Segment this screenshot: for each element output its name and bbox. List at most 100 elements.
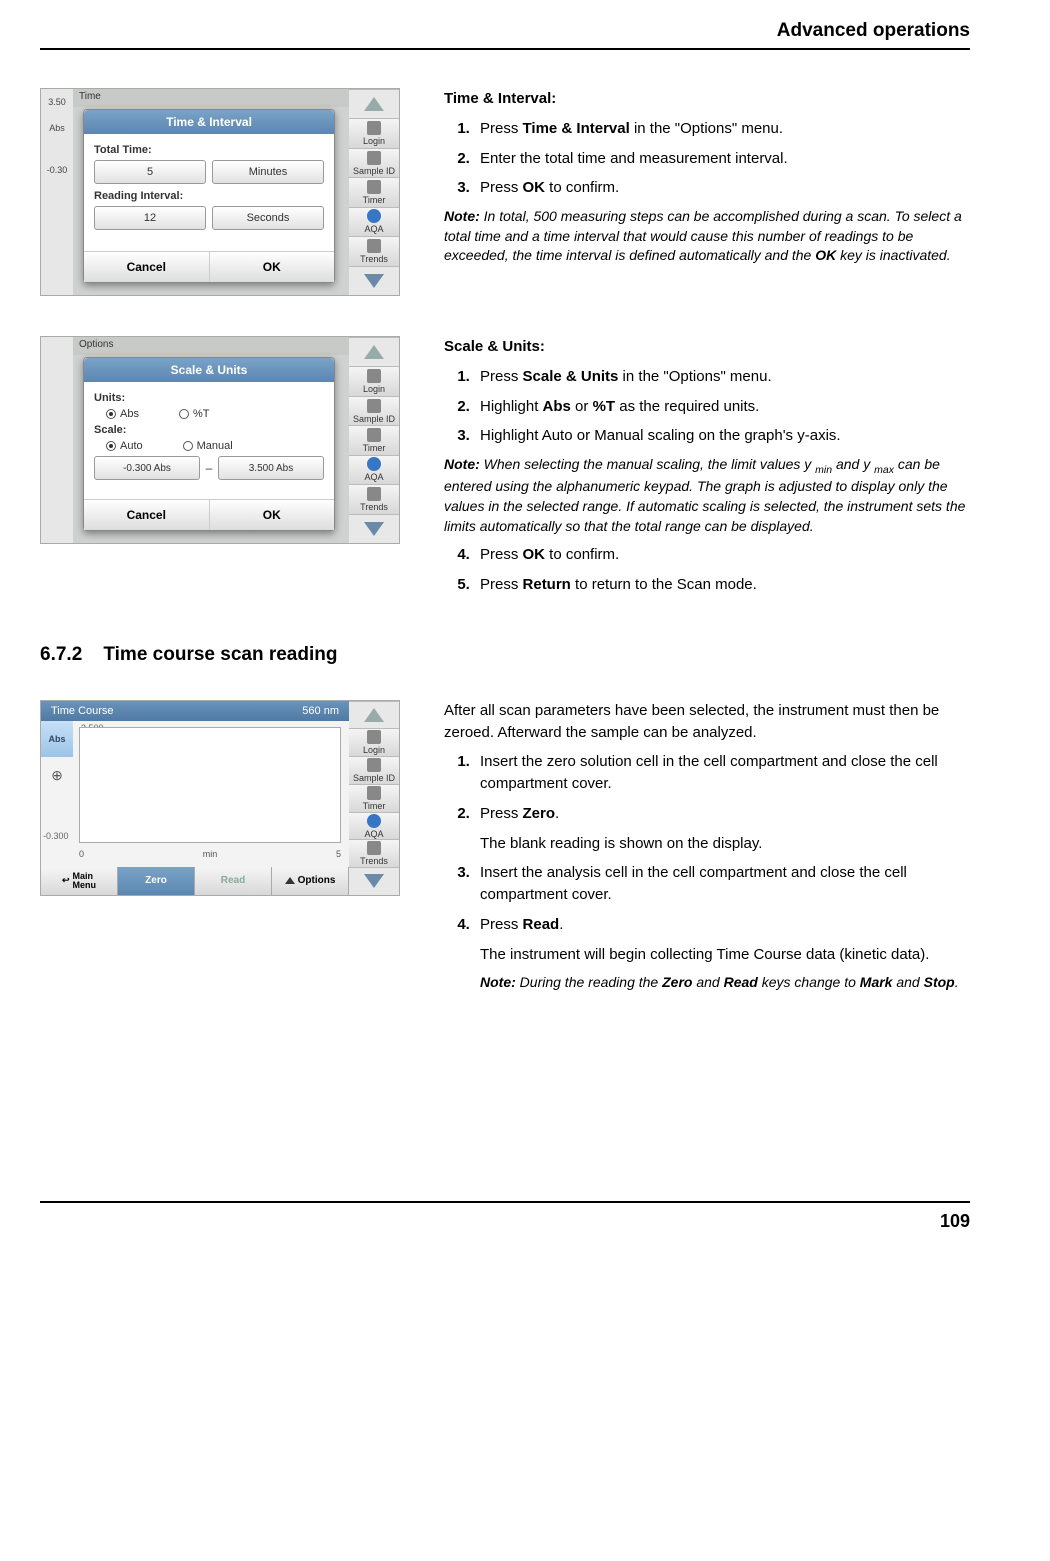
block2-step-5: Press Return to return to the Scan mode.	[474, 574, 970, 596]
sample-id-icon	[367, 399, 381, 413]
scroll-down-button[interactable]	[349, 867, 399, 895]
cancel-button[interactable]: Cancel	[84, 252, 210, 282]
total-time-value[interactable]: 5	[94, 160, 206, 184]
aqa-button[interactable]: AQA	[349, 455, 399, 484]
block2-step-2: Highlight Abs or %T as the required unit…	[474, 396, 970, 418]
timer-icon	[367, 180, 381, 194]
block1-text: Time & Interval: Press Time & Interval i…	[444, 88, 970, 274]
ss3-right-sidebar: Login Sample ID Timer AQA Trends	[349, 701, 399, 895]
scale-units-dialog: Scale & Units Units: Abs %T Scale: Auto …	[83, 357, 335, 531]
reading-interval-value[interactable]: 12	[94, 206, 206, 230]
options-button[interactable]: Options	[272, 867, 349, 895]
trends-button[interactable]: Trends	[349, 484, 399, 513]
zero-button[interactable]: Zero	[118, 867, 195, 895]
chevron-down-icon	[364, 874, 384, 888]
timer-icon	[367, 428, 381, 442]
scroll-down-button[interactable]	[349, 514, 399, 543]
block2-step-3: Highlight Auto or Manual scaling on the …	[474, 425, 970, 447]
block3-step-2: Press Zero. The blank reading is shown o…	[474, 803, 970, 855]
radio-auto[interactable]: Auto	[106, 440, 143, 452]
aqa-icon	[367, 209, 381, 223]
radio-unselected-icon	[179, 409, 189, 419]
trends-button[interactable]: Trends	[349, 236, 399, 265]
time-interval-dialog: Time & Interval Total Time: 5 Minutes Re…	[83, 109, 335, 283]
login-button[interactable]: Login	[349, 366, 399, 395]
block3-text: After all scan parameters have been sele…	[444, 700, 970, 1001]
total-time-unit[interactable]: Minutes	[212, 160, 324, 184]
block3-step-4: Press Read. The instrument will begin co…	[474, 914, 970, 993]
ss1-left-0: 3.50	[41, 89, 73, 115]
timer-button[interactable]: Timer	[349, 177, 399, 206]
trends-icon	[367, 487, 381, 501]
units-label: Units:	[94, 392, 324, 404]
tc-graph-area	[79, 727, 341, 843]
reading-interval-label: Reading Interval:	[94, 190, 324, 202]
ss1-left-1: Abs	[41, 115, 73, 141]
chevron-up-icon	[364, 708, 384, 722]
tc-x-mid: min	[203, 849, 218, 859]
section-title: Time course scan reading	[103, 644, 337, 665]
scroll-up-button[interactable]	[349, 337, 399, 366]
aqa-button[interactable]: AQA	[349, 207, 399, 236]
radio-unselected-icon	[183, 441, 193, 451]
sample-id-button[interactable]: Sample ID	[349, 756, 399, 784]
sample-id-button[interactable]: Sample ID	[349, 148, 399, 177]
scroll-up-button[interactable]	[349, 89, 399, 118]
block1-title: Time & Interval:	[444, 88, 970, 110]
ss1-left-4	[41, 183, 73, 199]
ss1-left-2	[41, 141, 73, 157]
ok-button[interactable]: OK	[210, 252, 335, 282]
timer-button[interactable]: Timer	[349, 425, 399, 454]
tc-y-lo: -0.300	[43, 831, 69, 841]
ok-button[interactable]: OK	[210, 500, 335, 530]
dialog-title: Time & Interval	[84, 110, 334, 134]
main-menu-button[interactable]: ↩Main Menu	[41, 867, 118, 895]
aqa-button[interactable]: AQA	[349, 812, 399, 840]
timer-icon	[367, 786, 381, 800]
radio-abs[interactable]: Abs	[106, 408, 139, 420]
range-high-button[interactable]: 3.500 Abs	[218, 456, 324, 480]
read-button[interactable]: Read	[195, 867, 272, 895]
radio-pt[interactable]: %T	[179, 408, 210, 420]
block3-step-1: Insert the zero solution cell in the cel…	[474, 751, 970, 795]
page-footer: 109	[40, 1201, 970, 1232]
dialog-title: Scale & Units	[84, 358, 334, 382]
timer-button[interactable]: Timer	[349, 784, 399, 812]
reading-interval-unit[interactable]: Seconds	[212, 206, 324, 230]
range-low-button[interactable]: -0.300 Abs	[94, 456, 200, 480]
tc-x-lo: 0	[79, 849, 84, 859]
block1-note: Note: In total, 500 measuring steps can …	[444, 207, 970, 266]
block3-note: Note: During the reading the Zero and Re…	[480, 973, 970, 993]
login-icon	[367, 121, 381, 135]
block3-steps: Insert the zero solution cell in the cel…	[444, 751, 970, 993]
tc-title-right: 560 nm	[302, 705, 339, 717]
radio-manual[interactable]: Manual	[183, 440, 233, 452]
block3-intro: After all scan parameters have been sele…	[444, 700, 970, 744]
cancel-button[interactable]: Cancel	[84, 500, 210, 530]
scroll-down-button[interactable]	[349, 266, 399, 295]
tc-x-hi: 5	[336, 849, 341, 859]
tc-left-abs[interactable]: Abs	[41, 721, 73, 758]
login-button[interactable]: Login	[349, 728, 399, 756]
ss1-left-3: -0.30	[41, 157, 73, 183]
tc-left-zoom[interactable]: ⊕	[41, 757, 73, 794]
options-icon	[285, 877, 295, 884]
scroll-up-button[interactable]	[349, 701, 399, 729]
sample-id-button[interactable]: Sample ID	[349, 396, 399, 425]
screenshot-time-course: Time Course 560 nm Login Sample ID Timer…	[40, 700, 400, 896]
screenshot-scale-units: Options Login Sample ID Timer AQA Trends…	[40, 336, 400, 544]
block2-steps-a: Press Scale & Units in the "Options" men…	[444, 366, 970, 447]
block2-steps-b: Press OK to confirm. Press Return to ret…	[444, 544, 970, 596]
block3-step-4-after: The instrument will begin collecting Tim…	[480, 944, 970, 966]
login-button[interactable]: Login	[349, 118, 399, 147]
block2-step-1: Press Scale & Units in the "Options" men…	[474, 366, 970, 388]
ss2-right-sidebar: Login Sample ID Timer AQA Trends	[349, 337, 399, 543]
trends-button[interactable]: Trends	[349, 839, 399, 867]
block1-steps: Press Time & Interval in the "Options" m…	[444, 118, 970, 199]
total-time-label: Total Time:	[94, 144, 324, 156]
section-number: 6.7.2	[40, 644, 82, 665]
page-header: Advanced operations	[40, 20, 970, 50]
ss1-topbar-left: Time	[79, 91, 101, 105]
login-icon	[367, 369, 381, 383]
chevron-up-icon	[364, 97, 384, 111]
